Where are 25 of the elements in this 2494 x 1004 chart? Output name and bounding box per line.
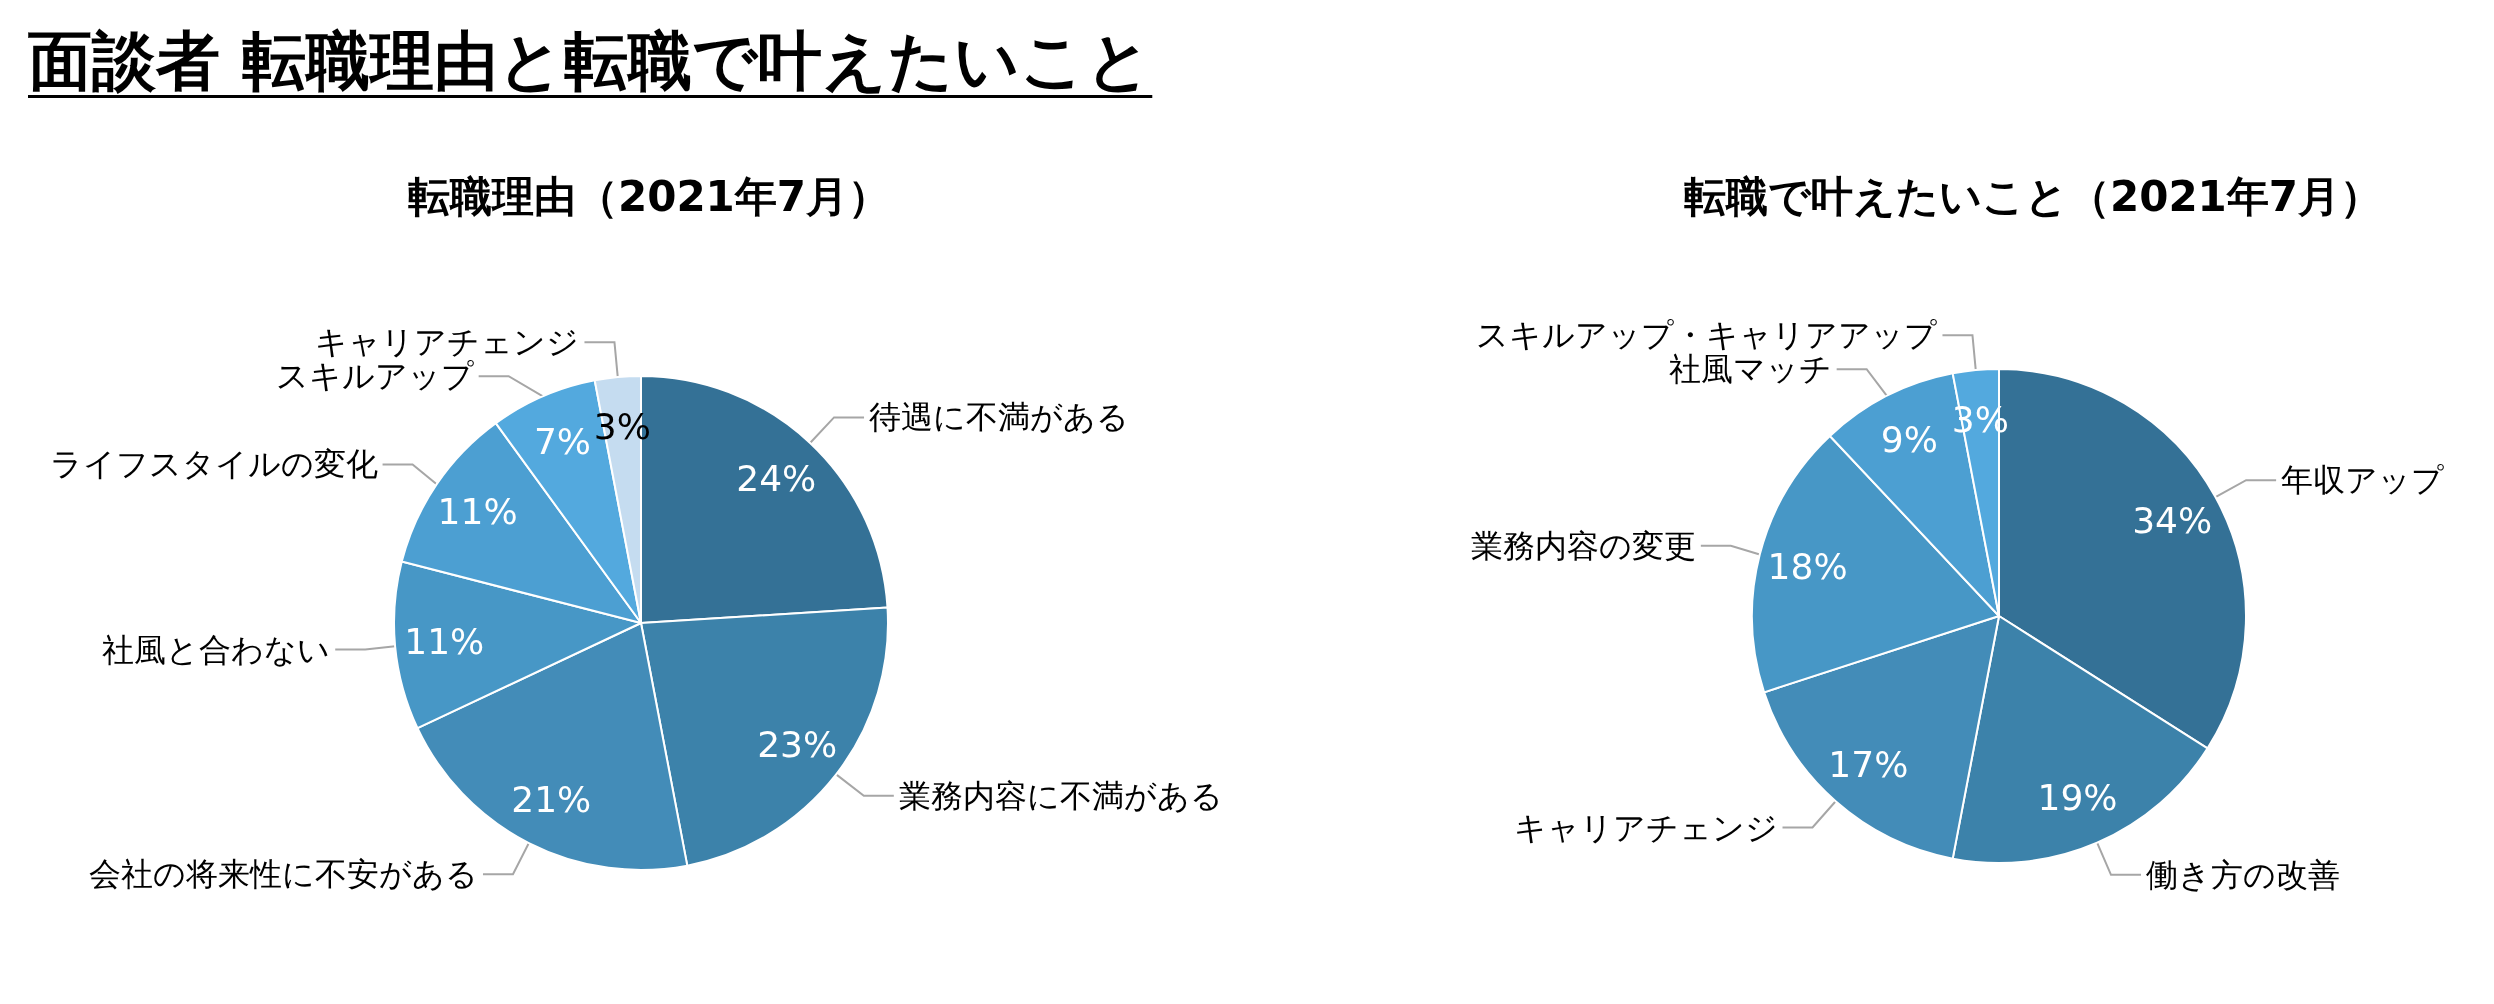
slice-label: 会社の将来性に不安がある [88,855,478,894]
slice-label: ライフスタイルの変化 [49,445,378,484]
data-label: 11% [437,491,518,533]
data-label: 7% [533,421,592,463]
slice-label: スキルアップ [275,357,474,396]
data-label: 24% [736,458,817,500]
data-label: 19% [2037,776,2118,818]
data-label: 34% [2132,500,2213,542]
chart-title: 転職で叶えたいこと（2021年7月） [1683,171,2383,221]
data-label: 23% [757,723,838,765]
slice-label: 社風マッチ [1668,350,1832,389]
data-label: 18% [1767,546,1848,588]
data-label: 17% [1828,743,1909,785]
slice-label: 年収アップ [2281,461,2445,500]
data-label: 21% [511,778,592,820]
slice-label: 待遇に不満がある [869,398,1130,437]
slice-label: 働き方の改善 [2146,855,2340,894]
chart-title: 転職理由（2021年7月） [407,171,891,221]
slice-label: キャリアチェンジ [1513,808,1778,847]
slice-label: 社風と合わない [102,630,331,669]
data-label: 9% [1880,419,1938,461]
data-label: 11% [404,621,485,663]
text: 面談者 転職理由と転職で叶えたいこと [28,24,1153,98]
slice-label: 業務内容の変更 [1470,526,1696,565]
slice-label: 業務内容に不満がある [898,776,1223,815]
